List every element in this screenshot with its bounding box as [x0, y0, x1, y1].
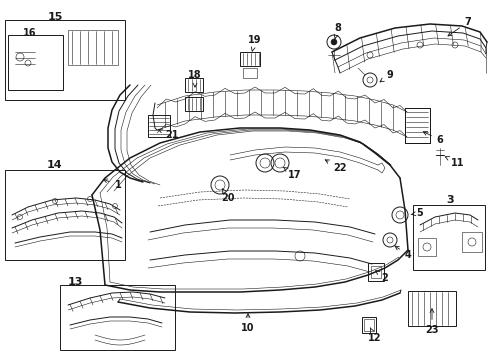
Bar — [8, 35, 63, 90]
Text: 11: 11 — [445, 157, 464, 168]
Text: 4: 4 — [394, 246, 410, 260]
Text: 3: 3 — [445, 195, 453, 205]
Bar — [461, 232, 481, 252]
Circle shape — [330, 39, 336, 45]
Bar — [68, 30, 118, 65]
Bar — [184, 97, 203, 111]
Bar — [5, 20, 125, 100]
Text: 13: 13 — [67, 277, 82, 287]
Bar — [370, 266, 380, 278]
Text: 18: 18 — [188, 70, 202, 87]
Bar — [184, 78, 203, 92]
Text: 17: 17 — [283, 167, 301, 180]
Bar — [404, 108, 429, 143]
Text: 16: 16 — [23, 28, 37, 38]
Text: 7: 7 — [447, 17, 470, 36]
Text: 8: 8 — [333, 23, 341, 39]
Text: 5: 5 — [410, 208, 423, 218]
Bar — [363, 319, 373, 331]
Bar — [5, 170, 125, 260]
Text: 23: 23 — [425, 309, 438, 335]
Text: 2: 2 — [375, 271, 387, 283]
Text: 15: 15 — [47, 12, 62, 22]
Text: 19: 19 — [248, 35, 261, 51]
Bar — [148, 115, 170, 137]
Bar — [60, 285, 175, 350]
Bar — [367, 263, 383, 281]
Bar — [417, 238, 435, 256]
Text: 12: 12 — [367, 328, 381, 343]
Text: 14: 14 — [47, 160, 62, 170]
Text: 10: 10 — [241, 314, 254, 333]
Text: 21: 21 — [158, 129, 179, 140]
Bar — [361, 317, 375, 333]
Bar — [404, 108, 429, 143]
Text: 6: 6 — [423, 132, 443, 145]
Text: 20: 20 — [221, 189, 234, 203]
Text: 9: 9 — [379, 70, 392, 82]
Bar — [240, 52, 260, 66]
Bar — [412, 205, 484, 270]
Text: 1: 1 — [103, 179, 121, 190]
Bar — [243, 68, 257, 78]
Bar — [407, 291, 455, 326]
Text: 22: 22 — [325, 160, 346, 173]
